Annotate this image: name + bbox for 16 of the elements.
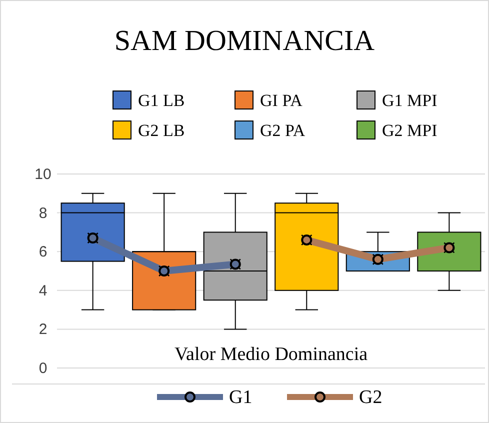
legend-label: G2 LB bbox=[138, 121, 185, 140]
y-tick-label: 6 bbox=[38, 244, 48, 261]
legend-label: G1 LB bbox=[138, 91, 185, 110]
legend-label: G1 MPI bbox=[382, 91, 438, 110]
y-tick-label: 0 bbox=[38, 360, 48, 377]
legend-label: G1 bbox=[229, 387, 252, 408]
y-tick-label: 10 bbox=[34, 166, 52, 183]
y-tick-label: 8 bbox=[38, 204, 48, 222]
y-tick-label: 2 bbox=[38, 321, 48, 338]
legend-label: GI PA bbox=[260, 91, 304, 110]
legend-label: G2 MPI bbox=[382, 121, 438, 140]
legend-label: G2 bbox=[359, 387, 382, 408]
y-tick-label: 4 bbox=[38, 282, 48, 300]
chart-title: SAM DOMINANCIA bbox=[114, 25, 375, 57]
x-axis-title: Valor Medio Dominancia bbox=[174, 344, 368, 365]
legend-label: G2 PA bbox=[260, 121, 306, 140]
